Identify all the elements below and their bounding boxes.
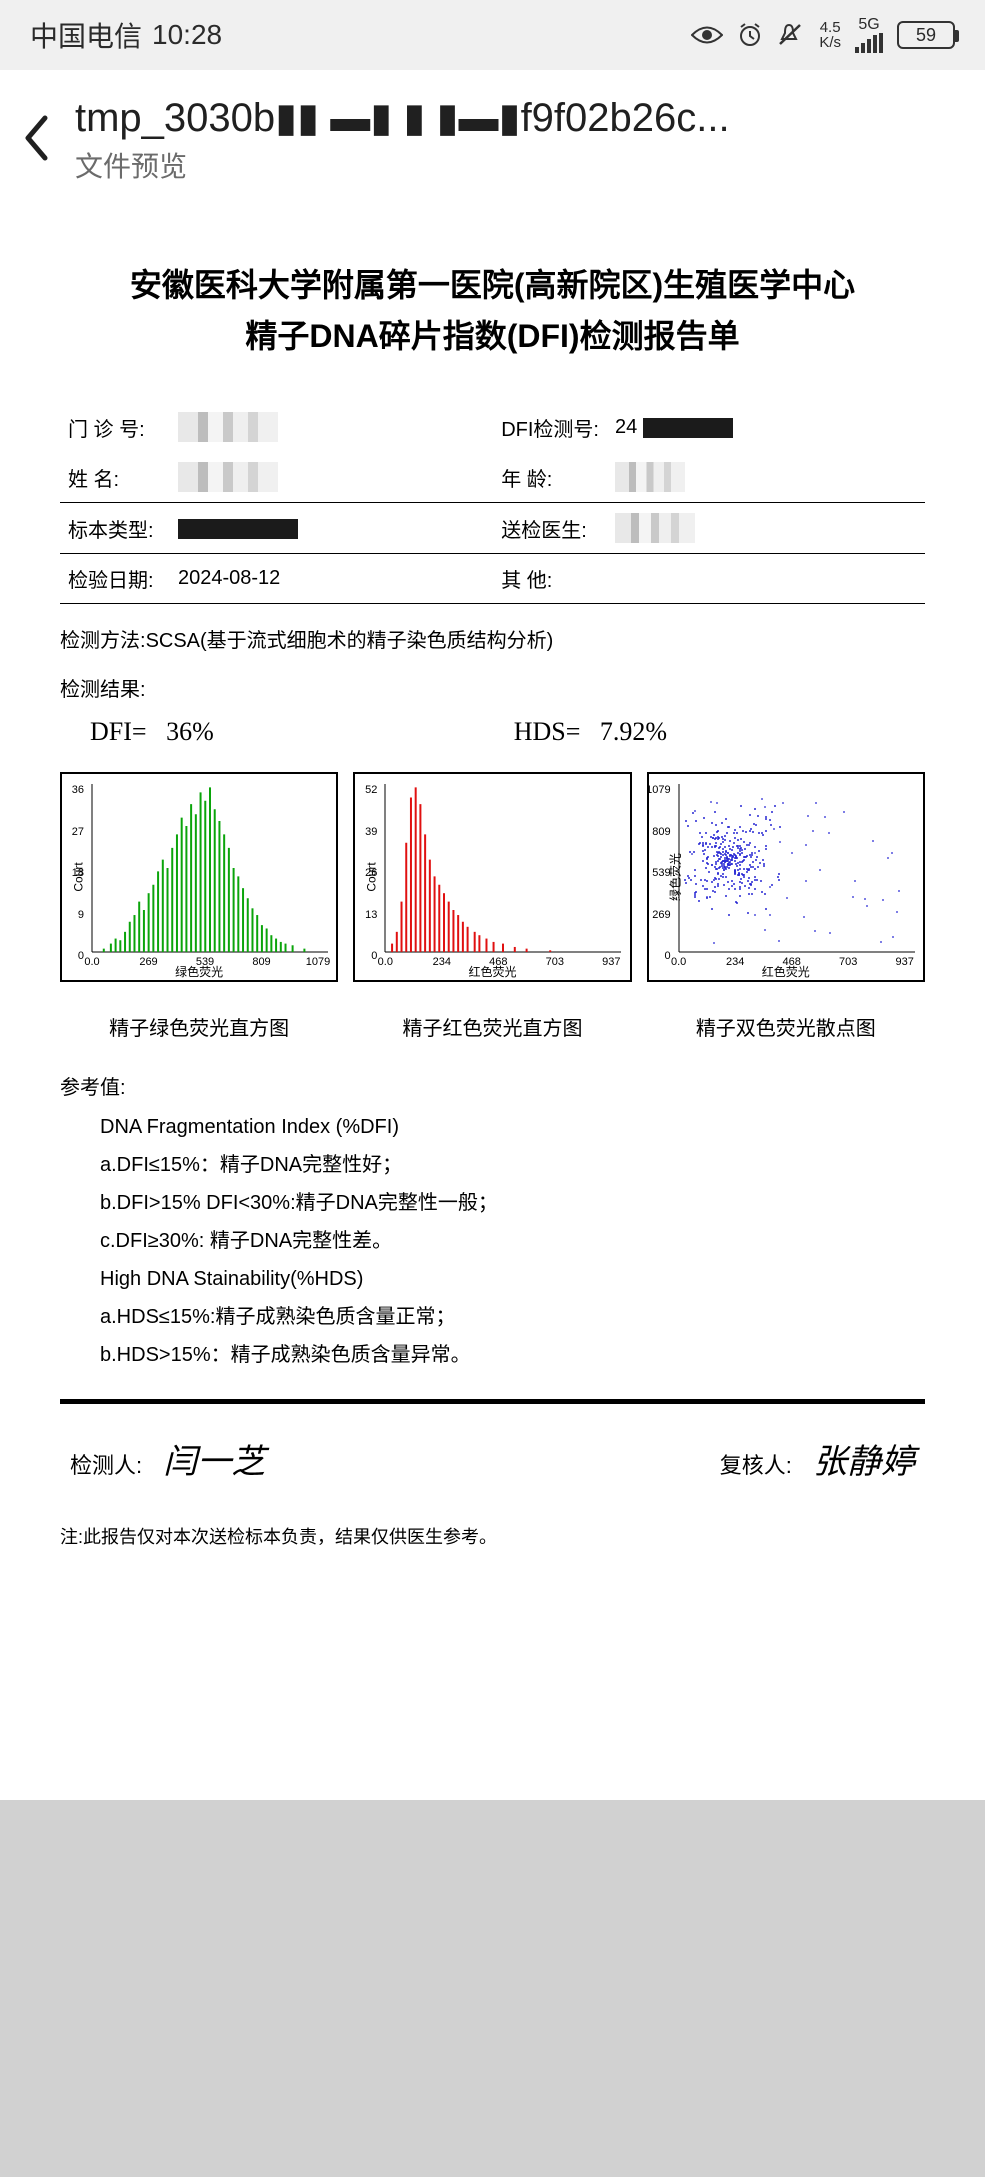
reference-head: 参考值:	[60, 1071, 925, 1100]
tester-signature: 闫一芝	[163, 1444, 265, 1481]
carrier-label: 中国电信	[30, 15, 142, 55]
divider	[60, 1399, 925, 1404]
chart-scatter-caption: 精子双色荧光散点图	[647, 1012, 925, 1041]
chart-scatter: 107980953926900.0234468703937绿色荧光红色荧光 精子…	[647, 772, 925, 1041]
chart-green-caption: 精子绿色荧光直方图	[60, 1012, 338, 1041]
results-row: DFI= 36% HDS= 7.92%	[90, 717, 925, 747]
chart-red: 5239261300.0234468703937Court红色荧光 精子红色荧光…	[353, 772, 631, 1041]
hds-value: 7.92%	[600, 717, 667, 746]
test-date-label: 检验日期:	[60, 554, 170, 604]
charts-row: 362718900.02695398091079Court绿色荧光 精子绿色荧光…	[60, 772, 925, 1041]
signal-indicator: 5G	[855, 17, 883, 53]
tester-label: 检测人:	[70, 1453, 142, 1478]
dfi-no-prefix: 24	[615, 416, 637, 438]
reference-line: b.DFI>15% DFI<30%:精子DNA完整性一般；	[100, 1184, 925, 1222]
hospital-title: 安徽医科大学附属第一医院(高新院区)生殖医学中心	[60, 260, 925, 311]
outpatient-value	[170, 402, 493, 452]
alarm-icon	[737, 22, 763, 48]
chart-red-frame: 5239261300.0234468703937Court红色荧光	[353, 772, 631, 982]
reference-line: c.DFI≥30%: 精子DNA完整性差。	[100, 1222, 925, 1260]
specimen-value	[170, 503, 493, 554]
reference-section: 参考值: DNA Fragmentation Index (%DFI)a.DFI…	[60, 1071, 925, 1374]
net-speed-value: 4.5	[820, 20, 841, 35]
reviewer-block: 复核人: 张静婷	[720, 1434, 915, 1483]
document-body: 安徽医科大学附属第一医院(高新院区)生殖医学中心 精子DNA碎片指数(DFI)检…	[0, 210, 985, 1800]
method-label: 检测方法:	[60, 630, 146, 652]
other-value	[607, 554, 925, 604]
clock-label: 10:28	[152, 19, 222, 51]
eye-icon	[691, 24, 723, 46]
net-speed-indicator: 4.5 K/s	[819, 20, 841, 50]
chart-green-frame: 362718900.02695398091079Court绿色荧光	[60, 772, 338, 982]
signal-bars-icon	[855, 33, 883, 53]
doctor-label: 送检医生:	[493, 503, 607, 554]
reference-lines: DNA Fragmentation Index (%DFI)a.DFI≤15%：…	[100, 1108, 925, 1374]
outpatient-label: 门 诊 号:	[60, 402, 170, 452]
phone-status-bar: 中国电信 10:28 4.5 K/s 5G 59	[0, 0, 985, 70]
battery-level: 59	[916, 25, 936, 46]
tester-block: 检测人: 闫一芝	[70, 1434, 265, 1483]
dfi-value: 36%	[166, 717, 214, 746]
app-header: tmp_3030b▮▮ ▬▮ ▮ ▮▬▮f9f02b26c... 文件预览	[0, 70, 985, 210]
doctor-value	[607, 503, 925, 554]
patient-info-table: 门 诊 号: DFI检测号: 24 姓 名: 年 龄: 标本类型: 送检医生: …	[60, 402, 925, 604]
reference-line: a.DFI≤15%：精子DNA完整性好；	[100, 1146, 925, 1184]
dfi-result: DFI= 36%	[90, 717, 214, 747]
dfi-no-label: DFI检测号:	[493, 402, 607, 452]
age-label: 年 龄:	[493, 452, 607, 503]
result-label: 检测结果:	[60, 673, 925, 702]
dfi-no-value: 24	[607, 402, 925, 452]
reviewer-signature: 张静婷	[813, 1444, 915, 1481]
other-label: 其 他:	[493, 554, 607, 604]
hds-label: HDS=	[514, 717, 581, 746]
specimen-label: 标本类型:	[60, 503, 170, 554]
net-type: 5G	[858, 17, 879, 33]
name-value	[170, 452, 493, 503]
reference-line: High DNA Stainability(%HDS)	[100, 1260, 925, 1298]
dfi-label: DFI=	[90, 717, 147, 746]
footer-note: 注:此报告仅对本次送检标本负责，结果仅供医生参考。	[60, 1523, 925, 1549]
chart-green: 362718900.02695398091079Court绿色荧光 精子绿色荧光…	[60, 772, 338, 1041]
reference-line: b.HDS>15%：精子成熟染色质含量异常。	[100, 1336, 925, 1374]
chart-red-caption: 精子红色荧光直方图	[353, 1012, 631, 1041]
report-title: 精子DNA碎片指数(DFI)检测报告单	[60, 311, 925, 362]
reference-line: DNA Fragmentation Index (%DFI)	[100, 1108, 925, 1146]
header-title-block: tmp_3030b▮▮ ▬▮ ▮ ▮▬▮f9f02b26c... 文件预览	[75, 95, 730, 185]
method-value: SCSA(基于流式细胞术的精子染色质结构分析)	[146, 630, 554, 652]
status-right: 4.5 K/s 5G 59	[691, 17, 955, 53]
name-label: 姓 名:	[60, 452, 170, 503]
back-button[interactable]	[20, 113, 50, 168]
reviewer-label: 复核人:	[720, 1453, 792, 1478]
hds-result: HDS= 7.92%	[514, 717, 667, 747]
net-speed-unit: K/s	[819, 35, 841, 50]
signature-row: 检测人: 闫一芝 复核人: 张静婷	[60, 1434, 925, 1483]
battery-indicator: 59	[897, 21, 955, 49]
test-date-value: 2024-08-12	[170, 554, 493, 604]
file-preview-label: 文件预览	[75, 145, 730, 185]
method-line: 检测方法:SCSA(基于流式细胞术的精子染色质结构分析)	[60, 624, 925, 653]
file-name-label: tmp_3030b▮▮ ▬▮ ▮ ▮▬▮f9f02b26c...	[75, 95, 730, 141]
mute-icon	[777, 22, 805, 48]
chart-scatter-frame: 107980953926900.0234468703937绿色荧光红色荧光	[647, 772, 925, 982]
status-left: 中国电信 10:28	[30, 15, 222, 55]
reference-line: a.HDS≤15%:精子成熟染色质含量正常；	[100, 1298, 925, 1336]
age-value	[607, 452, 925, 503]
